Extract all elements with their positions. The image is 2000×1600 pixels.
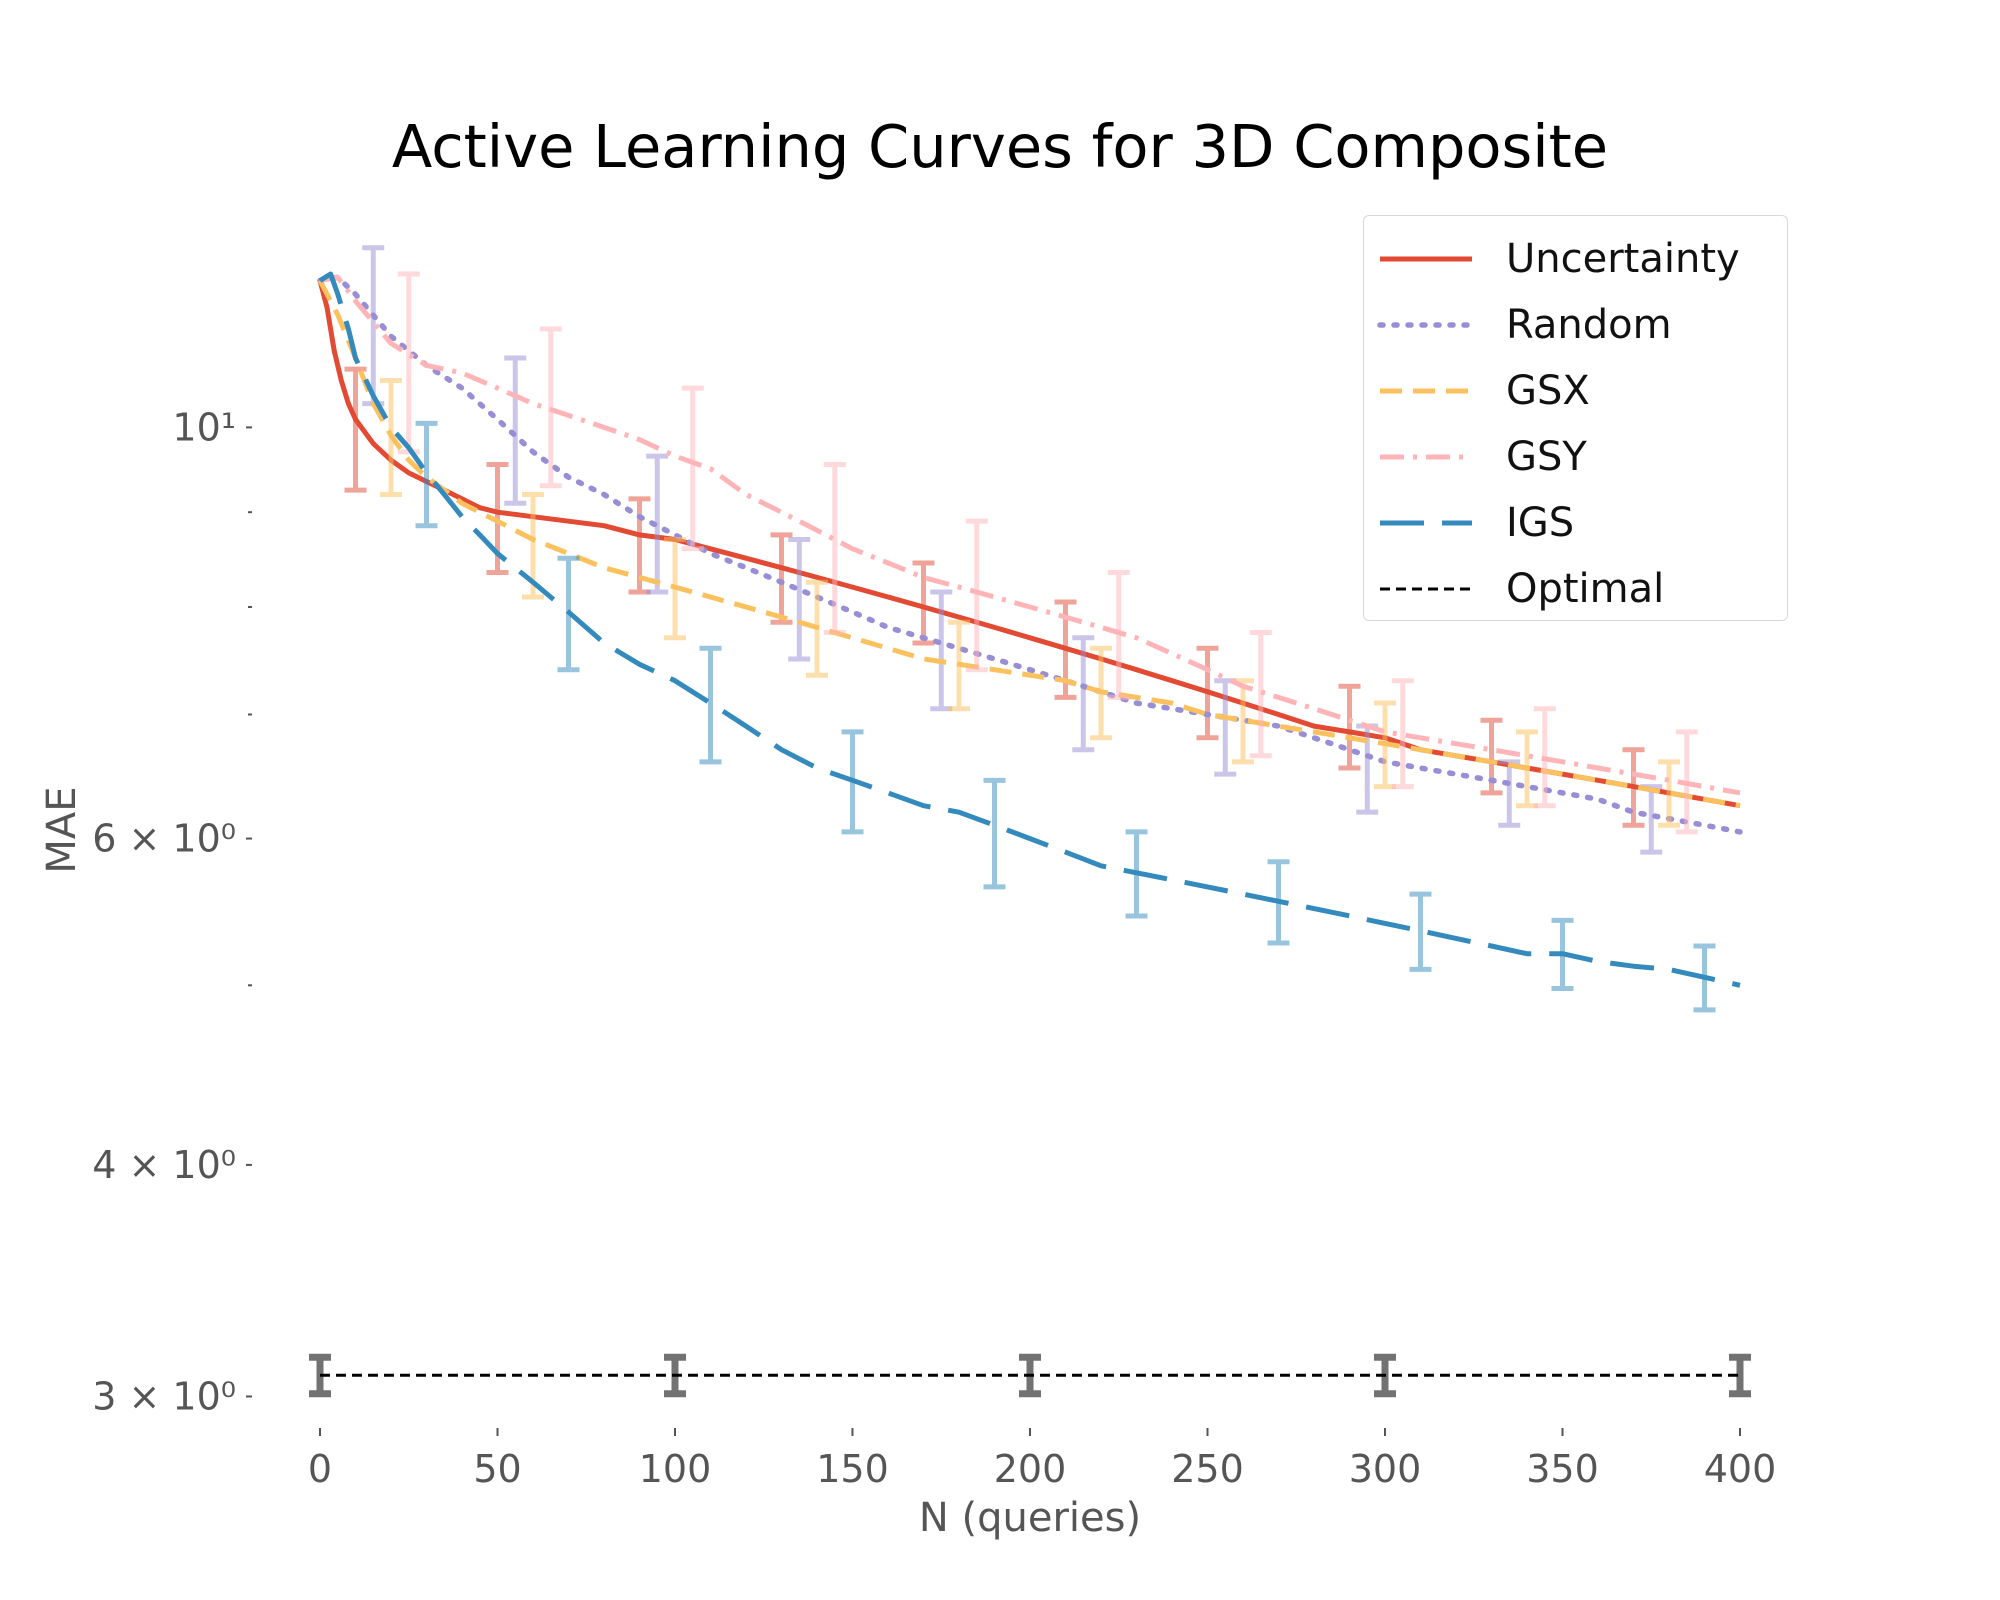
legend-swatch (1380, 454, 1472, 460)
series-igs (318, 271, 1741, 1013)
x-axis-label: N (queries) (918, 1495, 1142, 1541)
y-axis-label: MAE (39, 786, 85, 874)
error-bar (912, 560, 935, 646)
series-line-gsy (319, 274, 1741, 796)
error-bar (1658, 759, 1680, 828)
x-tick-label: 300 (1349, 1447, 1422, 1491)
x-tick-label: 200 (994, 1447, 1067, 1491)
error-bar (1391, 678, 1414, 790)
legend-label: IGS (1506, 500, 1575, 546)
legend-swatch (1380, 520, 1472, 526)
error-bar (344, 366, 367, 493)
error-bar (1338, 683, 1361, 771)
y-tick-label: 10¹ (172, 405, 236, 449)
x-tick-label: 50 (473, 1447, 521, 1491)
legend-item-optimal: Optimal (1376, 564, 1664, 614)
legend-swatch (1380, 388, 1472, 394)
legend-swatch (1380, 587, 1472, 591)
legend-label: Optimal (1506, 566, 1665, 612)
x-tick-label: 100 (639, 1447, 712, 1491)
series-gsx (317, 279, 1741, 828)
legend-label: Random (1506, 302, 1672, 348)
error-bar (1409, 891, 1432, 972)
legend-swatch (1380, 256, 1472, 262)
legend-item-igs: IGS (1376, 498, 1574, 548)
legend-swatch (1377, 322, 1475, 328)
x-tick-label: 150 (816, 1447, 889, 1491)
axes-layer: 0 50 100 150 200 250 300 350 400 3 × 10⁰ 4 × 10⁰ 6 … (92, 405, 1776, 1491)
series-line-gsx (317, 279, 1741, 809)
legend: Uncertainty Random GSX GSY IGS Optimal (1363, 215, 1788, 621)
x-tick-label: 350 (1526, 1447, 1599, 1491)
chart-title: Active Learning Curves for 3D Composite (391, 112, 1609, 181)
error-bar (983, 777, 1006, 890)
series-layer (309, 245, 1751, 1398)
error-bar (788, 536, 811, 662)
error-bar (504, 355, 527, 506)
series-gsy (319, 271, 1741, 835)
error-bar (681, 385, 704, 552)
error-bar (823, 461, 846, 636)
x-tick-label: 0 (308, 1447, 332, 1491)
error-bar (965, 518, 988, 673)
x-tick-label: 400 (1704, 1447, 1777, 1491)
series-random (317, 245, 1743, 855)
error-bar (415, 420, 438, 529)
error-bar (770, 532, 793, 625)
legend-label: Uncertainty (1506, 236, 1740, 282)
legend-label: GSY (1506, 434, 1587, 480)
y-tick-label: 4 × 10⁰ (92, 1143, 236, 1187)
legend-item-gsy: GSY (1376, 432, 1587, 482)
error-bar (1640, 784, 1663, 855)
error-bar (1498, 759, 1521, 828)
legend-item-uncertainty: Uncertainty (1376, 234, 1740, 284)
series-optimal (309, 1353, 1751, 1398)
error-bar (1729, 1353, 1751, 1398)
legend-item-random: Random (1376, 300, 1672, 350)
error-bar (1072, 635, 1095, 753)
legend-item-gsx: GSX (1376, 366, 1590, 416)
y-tick-label: 6 × 10⁰ (92, 817, 236, 861)
error-bar (699, 645, 722, 765)
x-tick-label: 250 (1171, 1447, 1244, 1491)
legend-label: GSX (1506, 368, 1590, 414)
series-line-igs (318, 271, 1741, 988)
y-tick-label: 3 × 10⁰ (92, 1374, 236, 1418)
